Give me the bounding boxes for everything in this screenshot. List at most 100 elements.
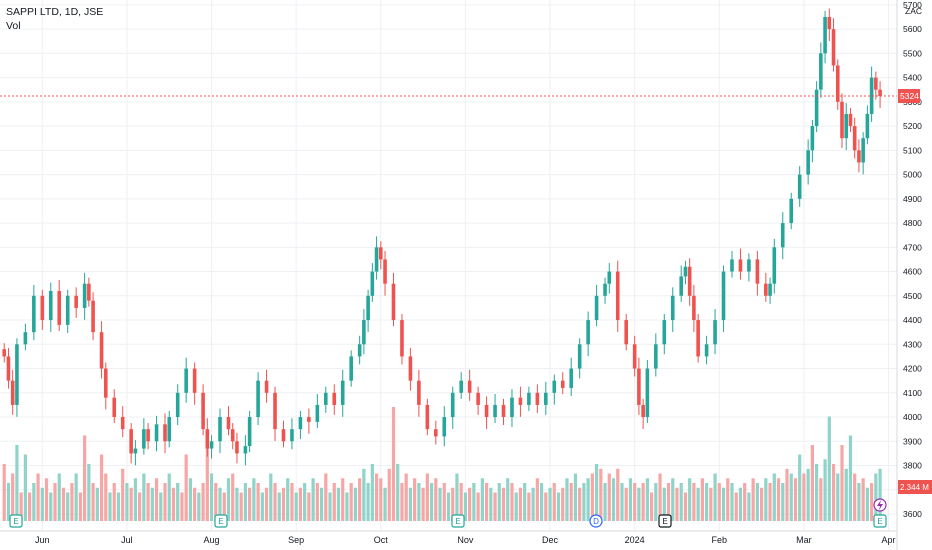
earnings-marker[interactable] xyxy=(9,514,23,528)
candle-body xyxy=(379,247,383,260)
candle-body xyxy=(810,126,815,151)
x-tick-label: Aug xyxy=(204,535,220,545)
candle-body xyxy=(290,429,294,442)
volume-bar xyxy=(569,483,573,521)
volume-bar xyxy=(260,492,264,521)
volume-bar xyxy=(726,478,730,521)
candle-body xyxy=(772,247,777,284)
y-tick-label: 4800 xyxy=(903,218,922,228)
candle-body xyxy=(831,29,836,66)
volume-bar xyxy=(823,459,827,521)
volume-bar xyxy=(336,487,341,521)
price-axis[interactable]: 5700560055005400530052005100500049004800… xyxy=(896,0,932,550)
volume-bar xyxy=(61,487,66,521)
volume-bar xyxy=(548,487,552,521)
y-tick-label: 5100 xyxy=(903,145,922,155)
volume-bar xyxy=(222,492,226,521)
candle-body xyxy=(603,283,607,296)
volume-bar xyxy=(561,487,565,521)
candle-body xyxy=(184,368,188,393)
volume-bar xyxy=(578,487,582,521)
volume-bar xyxy=(387,468,391,521)
volume-bar xyxy=(358,478,362,521)
earnings-marker[interactable] xyxy=(658,514,672,528)
candle-body xyxy=(544,392,548,405)
volume-bar xyxy=(121,468,125,521)
volume-bar xyxy=(78,492,82,521)
dividend-marker[interactable] xyxy=(589,514,603,528)
volume-bar xyxy=(209,473,214,521)
volume-bar xyxy=(311,478,315,521)
volume-bar xyxy=(531,487,535,521)
volume-bar xyxy=(582,483,586,521)
volume-bar xyxy=(324,473,328,521)
candle-body xyxy=(569,368,574,388)
volume-bar xyxy=(751,478,755,521)
volume-bar xyxy=(806,468,810,521)
currency-label: ZAC xyxy=(905,6,922,16)
earnings-marker-label: E xyxy=(455,517,460,526)
earnings-marker[interactable] xyxy=(451,514,465,528)
y-tick-label: 5000 xyxy=(903,170,922,180)
candle-body xyxy=(226,417,231,430)
grid-lines xyxy=(0,0,897,531)
candle-body xyxy=(857,150,861,163)
y-tick-label: 4600 xyxy=(903,267,922,277)
volume-bar xyxy=(484,483,489,521)
volume-bar xyxy=(32,483,36,521)
volume-bar xyxy=(434,478,438,521)
volume-bar xyxy=(645,478,649,521)
candle-body xyxy=(789,198,794,224)
volume-bar xyxy=(743,483,747,521)
volume-bar xyxy=(755,483,759,521)
earnings-marker[interactable] xyxy=(214,514,228,528)
candle-body xyxy=(273,392,277,430)
earnings-marker[interactable] xyxy=(873,514,887,528)
volume-bar xyxy=(294,492,298,521)
volume-bar xyxy=(641,483,645,521)
volume-bar xyxy=(70,483,74,521)
last-price-tag xyxy=(898,89,920,104)
candle-body xyxy=(48,290,53,321)
volume-bar xyxy=(146,483,150,521)
volume-bar xyxy=(248,487,252,521)
y-tick-label: 5400 xyxy=(903,73,922,83)
volume-bar xyxy=(510,483,514,521)
candle-body xyxy=(65,295,70,325)
candle-body xyxy=(704,344,709,357)
time-axis[interactable]: JunJulAugSepOctNovDec2024FebMarAprMay xyxy=(0,530,932,545)
volume-bar xyxy=(688,478,692,521)
candle-body xyxy=(670,295,675,321)
volume-bar xyxy=(692,483,696,521)
volume-bar xyxy=(489,487,493,521)
candle-body xyxy=(780,223,785,248)
volume-bar xyxy=(535,478,539,521)
volume-bar xyxy=(87,464,91,521)
candle-body xyxy=(645,368,650,418)
volume-bar xyxy=(451,487,455,521)
candle-body xyxy=(82,283,87,308)
candle-body xyxy=(243,446,248,454)
volume-bar xyxy=(497,483,501,521)
volume-bar xyxy=(176,483,180,521)
lightning-icon xyxy=(877,500,883,510)
candle-body xyxy=(247,417,252,447)
candle-body xyxy=(844,113,849,139)
x-tick-label: 2024 xyxy=(625,535,645,545)
candle-body xyxy=(624,320,629,345)
candle-body xyxy=(205,429,210,449)
candle-body xyxy=(74,295,78,308)
volume-bar xyxy=(231,473,235,521)
volume-bar xyxy=(463,492,468,521)
candle-body xyxy=(6,356,11,381)
volume-bar xyxy=(831,464,836,521)
volume-bar xyxy=(19,492,23,521)
volume-bar xyxy=(776,478,781,521)
x-tick-label: Jun xyxy=(35,535,50,545)
candle-body xyxy=(662,320,667,345)
volume-bar xyxy=(383,487,387,521)
candle-body xyxy=(370,271,375,296)
candle-body xyxy=(840,101,844,139)
